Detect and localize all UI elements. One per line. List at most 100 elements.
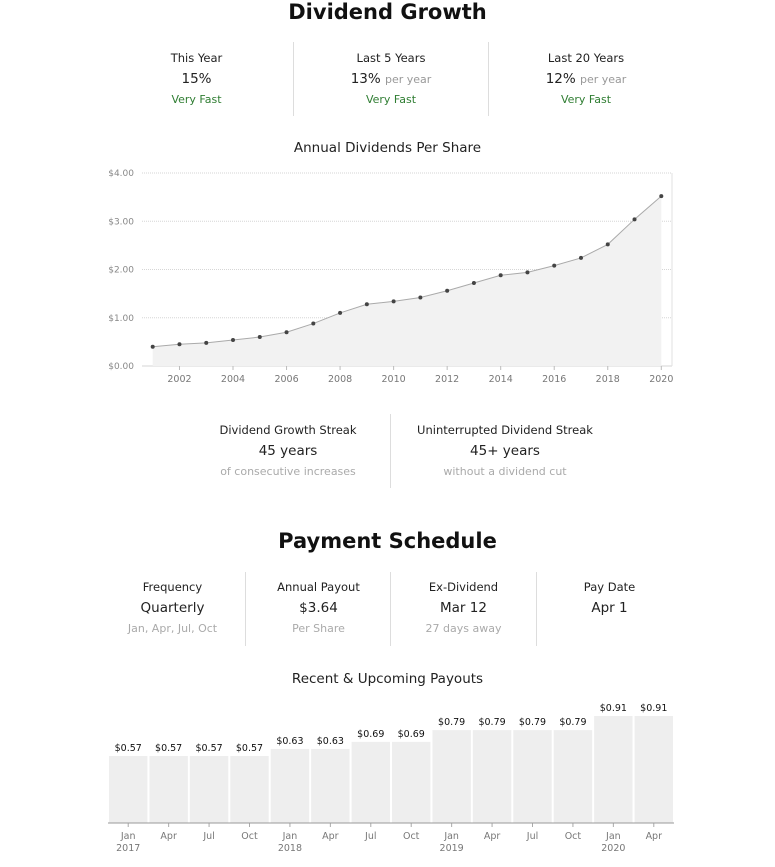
stat-frequency: Frequency Quarterly Jan, Apr, Jul, Oct — [100, 580, 245, 635]
divider — [245, 572, 246, 646]
bar-value-label: $0.69 — [357, 729, 384, 740]
dividend-growth-title: Dividend Growth — [288, 0, 487, 24]
x-tick-label: Jul — [202, 831, 214, 842]
x-tick-label: Apr — [484, 831, 501, 842]
payout-bar — [109, 755, 148, 823]
divider — [536, 572, 537, 646]
payout-bar — [432, 730, 471, 823]
stat-value: 13% per year — [294, 71, 488, 87]
chart-title: Annual Dividends Per Share — [293, 140, 482, 156]
stat-annual-payout: Annual Payout $3.64 Per Share — [246, 580, 391, 635]
recent-payouts-chart: $0.57Jan2017$0.57Apr$0.57Jul$0.57Oct$0.6… — [108, 703, 674, 854]
bar-value-label: $0.79 — [559, 717, 586, 728]
stat-value: 15% — [100, 71, 293, 87]
stat-label: Frequency — [142, 580, 203, 594]
x-tick-label: Jul — [526, 831, 538, 842]
data-point — [578, 255, 583, 260]
payout-bar — [149, 755, 188, 823]
x-tick-label: Jan — [120, 831, 136, 842]
y-tick-label: $4.00 — [108, 169, 134, 179]
bar-value-label: $0.57 — [236, 743, 263, 754]
payout-bar — [472, 730, 512, 823]
stat-value: $3.64 — [299, 600, 338, 616]
bar-value-label: $0.63 — [276, 736, 303, 747]
y-tick-label: $3.00 — [108, 217, 134, 227]
x-tick-label: Apr — [322, 831, 339, 842]
bar-value-label: $0.69 — [398, 729, 425, 740]
stat-this-year: This Year 15% Very Fast — [100, 51, 293, 106]
x-tick-label: 2004 — [221, 374, 245, 385]
x-tick-label: Oct — [565, 831, 582, 842]
divider — [390, 414, 391, 488]
bar-value-label: $0.63 — [317, 736, 344, 747]
data-point — [418, 295, 423, 300]
x-tick-label: Oct — [241, 831, 258, 842]
data-point — [445, 288, 450, 293]
stat-sub: Jan, Apr, Jul, Oct — [127, 622, 218, 635]
streak-label: Dividend Growth Streak — [219, 423, 357, 437]
stat-value-number: 13% — [350, 71, 381, 87]
stat-last-20-years: Last 20 Years 12% per year Very Fast — [489, 51, 683, 106]
data-point — [338, 310, 343, 315]
dividend-growth-streak: Dividend Growth Streak 45 years of conse… — [186, 423, 390, 478]
bar-value-label: $0.91 — [640, 703, 667, 714]
x-tick-label: 2018 — [596, 374, 620, 385]
data-point — [177, 342, 182, 347]
stat-last-5-years: Last 5 Years 13% per year Very Fast — [294, 51, 488, 106]
stat-label: This Year — [170, 51, 223, 65]
x-tick-label: 2008 — [328, 374, 352, 385]
data-point — [391, 299, 396, 304]
y-tick-label: $2.00 — [108, 266, 134, 276]
stat-label: Last 20 Years — [547, 51, 625, 65]
payment-schedule-title: Payment Schedule — [278, 529, 497, 553]
stat-value: Quarterly — [140, 600, 205, 616]
x-tick-label: Apr — [646, 831, 663, 842]
area-fill — [152, 196, 662, 366]
payout-bar — [351, 741, 390, 823]
payout-bar — [634, 716, 673, 823]
streak-label: Uninterrupted Dividend Streak — [417, 423, 593, 437]
bar-value-label: $0.91 — [600, 703, 627, 714]
stat-value-number: 15% — [181, 71, 212, 87]
payout-bar — [270, 748, 310, 823]
payout-bar — [553, 730, 593, 823]
payout-bar — [311, 748, 350, 823]
stat-rating: Very Fast — [365, 93, 417, 106]
data-point — [471, 281, 476, 286]
x-tick-label: Jan — [282, 831, 298, 842]
stat-label: Last 5 Years — [356, 51, 426, 65]
streak-value: 45 years — [258, 443, 318, 459]
x-tick-label: Jan — [605, 831, 621, 842]
x-tick-year-label: 2019 — [440, 843, 464, 854]
x-tick-label: 2012 — [435, 374, 459, 385]
bar-value-label: $0.57 — [155, 743, 182, 754]
series-line — [152, 195, 662, 348]
y-tick-label: $1.00 — [108, 314, 134, 324]
x-tick-year-label: 2017 — [116, 843, 140, 854]
data-point — [632, 217, 637, 222]
divider — [488, 42, 489, 116]
data-point — [150, 344, 155, 349]
data-point — [552, 263, 557, 268]
data-point — [605, 242, 610, 247]
payout-bar — [513, 730, 552, 823]
stat-unit: per year — [580, 73, 627, 86]
x-tick-label: 2006 — [274, 374, 298, 385]
data-point — [364, 302, 369, 307]
payout-bar — [189, 755, 229, 823]
data-point — [659, 194, 664, 199]
streak-sub: without a dividend cut — [443, 465, 567, 478]
stat-sub: Per Share — [292, 622, 345, 635]
bar-value-label: $0.79 — [519, 717, 546, 728]
divider — [390, 572, 391, 646]
stat-value-number: 12% — [545, 71, 576, 87]
bar-value-label: $0.79 — [438, 717, 465, 728]
stat-label: Ex-Dividend — [428, 580, 499, 594]
x-tick-label: 2014 — [489, 374, 513, 385]
stat-rating: Very Fast — [560, 93, 612, 106]
stat-sub: 27 days away — [425, 622, 502, 635]
data-point — [204, 340, 209, 345]
x-tick-label: 2002 — [167, 374, 191, 385]
x-tick-label: Oct — [403, 831, 420, 842]
x-tick-year-label: 2018 — [278, 843, 302, 854]
